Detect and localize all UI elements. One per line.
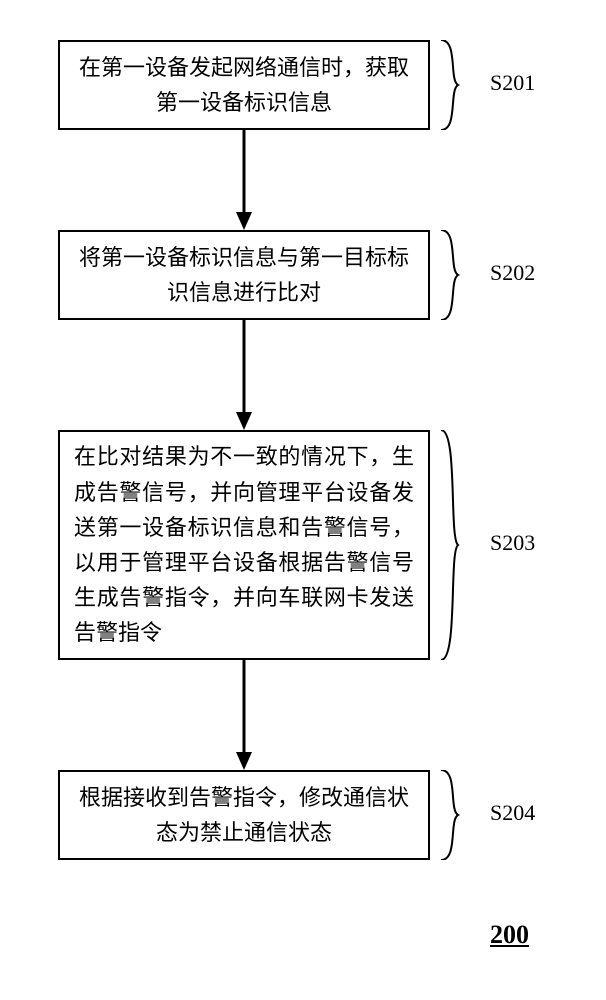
flow-node-s202: 将第一设备标识信息与第一目标标识信息进行比对 bbox=[58, 230, 430, 320]
step-label-s202: S202 bbox=[490, 260, 535, 286]
arrow-s203-s204 bbox=[234, 660, 254, 770]
flow-node-s201-text: 在第一设备发起网络通信时，获取第一设备标识信息 bbox=[74, 50, 414, 120]
step-label-s204: S204 bbox=[490, 800, 535, 826]
arrow-s202-s203 bbox=[234, 320, 254, 430]
brace-s204 bbox=[436, 770, 476, 860]
flow-node-s204: 根据接收到告警指令，修改通信状态为禁止通信状态 bbox=[58, 770, 430, 860]
flowchart-container: 在第一设备发起网络通信时，获取第一设备标识信息 S201 将第一设备标识信息与第… bbox=[0, 0, 606, 1000]
step-label-s203: S203 bbox=[490, 530, 535, 556]
figure-number: 200 bbox=[490, 920, 529, 950]
brace-s202 bbox=[436, 230, 476, 320]
flow-node-s202-text: 将第一设备标识信息与第一目标标识信息进行比对 bbox=[74, 240, 414, 310]
flow-node-s203: 在比对结果为不一致的情况下，生成告警信号，并向管理平台设备发送第一设备标识信息和… bbox=[58, 430, 430, 660]
brace-s203 bbox=[436, 430, 476, 660]
arrow-s201-s202 bbox=[234, 130, 254, 230]
step-label-s201: S201 bbox=[490, 70, 535, 96]
flow-node-s204-text: 根据接收到告警指令，修改通信状态为禁止通信状态 bbox=[74, 780, 414, 850]
flow-node-s201: 在第一设备发起网络通信时，获取第一设备标识信息 bbox=[58, 40, 430, 130]
flow-node-s203-text: 在比对结果为不一致的情况下，生成告警信号，并向管理平台设备发送第一设备标识信息和… bbox=[74, 439, 414, 650]
brace-s201 bbox=[436, 40, 476, 130]
